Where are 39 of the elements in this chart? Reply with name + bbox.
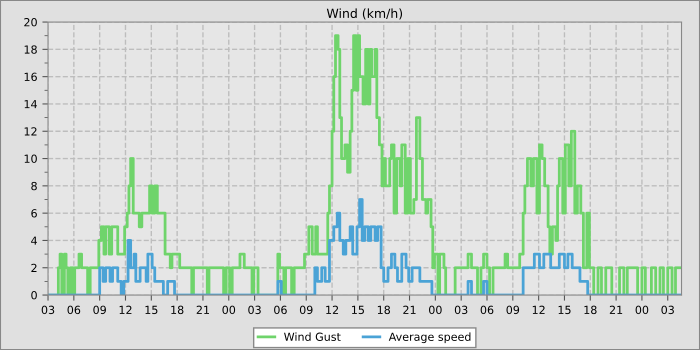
x-tick-label: 09 bbox=[93, 306, 106, 314]
y-tick-label: 14 bbox=[24, 100, 37, 108]
y-tick-label: 10 bbox=[24, 154, 37, 163]
x-tick-label: 12 bbox=[120, 306, 132, 314]
x-tick-label: 18 bbox=[378, 306, 390, 314]
y-tick-label: 18 bbox=[24, 45, 37, 54]
y-tick-label: 0 bbox=[31, 291, 37, 300]
x-tick-label: 21 bbox=[196, 306, 209, 314]
x-tick-label: 09 bbox=[300, 306, 313, 314]
x-tick-label: 21 bbox=[610, 306, 622, 314]
x-tick-label: 03 bbox=[454, 306, 468, 314]
y-tick-label: 12 bbox=[24, 127, 36, 136]
x-tick-label: 09 bbox=[506, 306, 520, 314]
x-tick-label: 00 bbox=[429, 306, 442, 314]
y-tick-label: 2 bbox=[31, 264, 36, 272]
chart-title: Wind (km/h) bbox=[326, 8, 402, 20]
x-tick-label: 06 bbox=[480, 306, 494, 314]
x-tick-label: 03 bbox=[661, 306, 674, 314]
x-tick-label: 03 bbox=[42, 306, 54, 314]
x-tick-label: 15 bbox=[145, 306, 158, 314]
y-tick-label: 20 bbox=[24, 18, 37, 26]
y-tick-label: 8 bbox=[31, 182, 37, 190]
y-tick-label: 16 bbox=[24, 72, 37, 82]
x-tick-label: 15 bbox=[558, 306, 571, 314]
x-tick-label: 06 bbox=[274, 306, 287, 314]
x-tick-label: 06 bbox=[68, 306, 80, 314]
x-tick-label: 00 bbox=[636, 306, 648, 314]
x-tick-label: 18 bbox=[584, 306, 597, 314]
x-tick-label: 12 bbox=[326, 306, 338, 314]
x-tick-label: 18 bbox=[171, 306, 184, 314]
x-tick-label: 03 bbox=[248, 306, 261, 314]
x-tick-label: 12 bbox=[532, 306, 545, 314]
x-tick-label: 00 bbox=[222, 306, 236, 314]
legend-label: Average speed bbox=[388, 332, 470, 344]
legend-label: Wind Gust bbox=[284, 332, 341, 341]
y-tick-label: 6 bbox=[31, 209, 37, 218]
x-tick-label: 15 bbox=[352, 306, 364, 314]
y-tick-label: 4 bbox=[31, 236, 37, 245]
x-tick-label: 21 bbox=[403, 306, 416, 314]
